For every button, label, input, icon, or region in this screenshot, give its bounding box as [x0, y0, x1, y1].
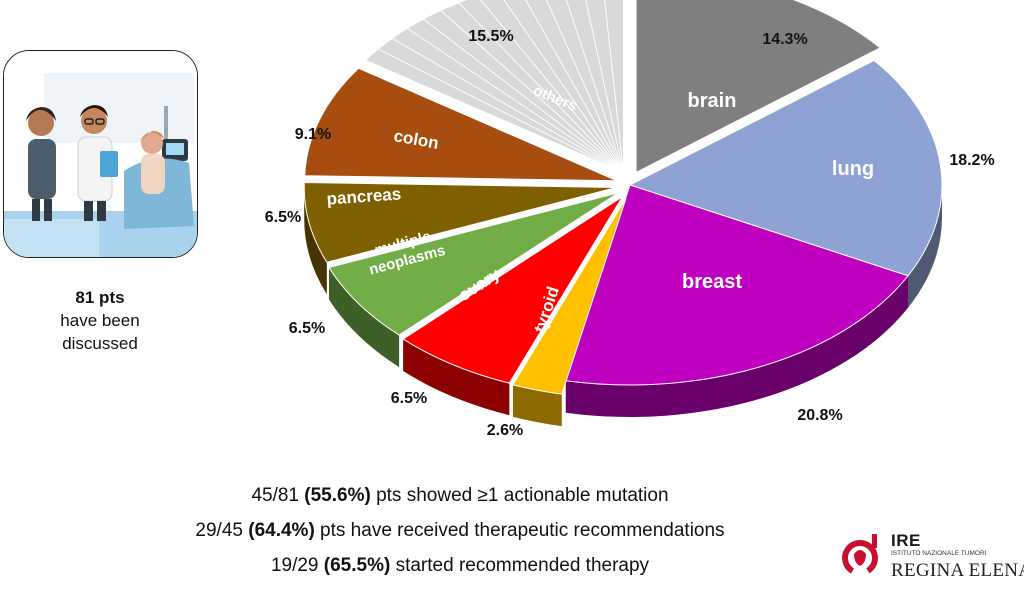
pie-slice-pancreas — [303, 181, 617, 263]
pie-side-ovary — [403, 339, 510, 416]
others-hatch-line — [407, 27, 624, 174]
pct-label-brain: 14.3% — [762, 31, 807, 48]
pct-label-multiple-neoplasms: 6.5% — [289, 320, 325, 337]
stat-row-actionable: 45/81 (55.6%) pts showed ≥1 actionable m… — [100, 478, 820, 513]
patients-summary: 81 pts have been discussed — [20, 286, 180, 355]
ire-logo: IRE ISTITUTO NAZIONALE TUMORI REGINA ELE… — [836, 528, 1024, 588]
others-hatch-line — [503, 0, 624, 173]
pie-tops — [303, 0, 943, 395]
pie-side-tyroid — [512, 384, 562, 427]
slice-label-lung: lung — [832, 158, 874, 180]
others-hatch-line — [458, 2, 624, 173]
stat-1-count: 45/81 — [251, 485, 305, 506]
stat-1-percent: (55.6%) — [304, 485, 371, 506]
pct-label-tyroid: 2.6% — [487, 422, 523, 439]
others-hatch-line — [604, 0, 624, 173]
stat-1-text: pts showed ≥1 actionable mutation — [370, 485, 669, 506]
stat-3-percent: (65.5%) — [323, 555, 391, 576]
pct-label-breast: 20.8% — [797, 407, 842, 424]
slice-label-breast: breast — [682, 271, 742, 293]
patients-text-line-2: discussed — [62, 334, 138, 353]
pie-slice-colon — [304, 67, 617, 182]
pie-slice-ovary — [402, 196, 623, 384]
pie-slice-lung — [628, 59, 943, 277]
stat-3-text: started recommended therapy — [390, 555, 650, 576]
ire-logo-mark — [842, 534, 878, 576]
pie-side-multiple-neoplasms — [328, 267, 400, 368]
others-hatch-line — [480, 0, 624, 173]
logo-institute: ISTITUTO NAZIONALE TUMORI — [891, 550, 987, 557]
others-hatch-line — [391, 37, 624, 174]
others-hatch-line — [545, 0, 624, 173]
pie-slice-brain — [635, 0, 882, 174]
pct-label-colon: 9.1% — [295, 126, 331, 143]
pie-slice-breast — [565, 184, 909, 386]
pct-label-pancreas: 6.5% — [265, 209, 301, 226]
logo-name: REGINA ELENA — [891, 560, 1024, 581]
stat-2-percent: (64.4%) — [248, 520, 315, 541]
others-hatch-line — [585, 0, 624, 173]
pie-slice-multiple-neoplasms — [328, 192, 619, 336]
pct-label-ovary: 6.5% — [391, 390, 427, 407]
stat-row-therapy: 19/29 (65.5%) started recommended therap… — [100, 548, 820, 583]
stat-2-text: pts have received therapeutic recommenda… — [314, 520, 725, 541]
others-hatch-line — [423, 18, 624, 174]
others-hatch-line — [565, 0, 624, 173]
stat-2-count: 29/45 — [195, 520, 249, 541]
pct-label-others: 15.5% — [468, 28, 513, 45]
pct-label-lung: 18.2% — [949, 152, 994, 169]
pie-side-breast — [565, 275, 908, 417]
outcome-stats: 45/81 (55.6%) pts showed ≥1 actionable m… — [100, 478, 820, 583]
pie-slice-tyroid — [512, 198, 627, 395]
others-hatch-line — [525, 0, 624, 173]
pie-side-lung — [907, 185, 942, 308]
others-hatch-line — [377, 48, 624, 174]
patients-count: 81 pts — [75, 288, 125, 307]
logo-abbreviation: IRE — [891, 531, 921, 550]
stat-3-count: 19/29 — [270, 555, 324, 576]
patients-text-line-1: have been — [60, 311, 140, 330]
stat-row-recommendations: 29/45 (64.4%) pts have received therapeu… — [100, 513, 820, 548]
others-hatch-line — [440, 10, 624, 174]
medical-team-illustration — [3, 50, 198, 258]
pie-percent-labels: 14.3% 18.2% 20.8% 2.6% 6.5% 6.5% 6.5% 9.1% 15.5% — [265, 28, 995, 439]
tumor-type-pie-chart: brainlungbreasttyroidovarymultipleneopla… — [265, 0, 995, 439]
slice-label-brain: brain — [688, 90, 737, 112]
